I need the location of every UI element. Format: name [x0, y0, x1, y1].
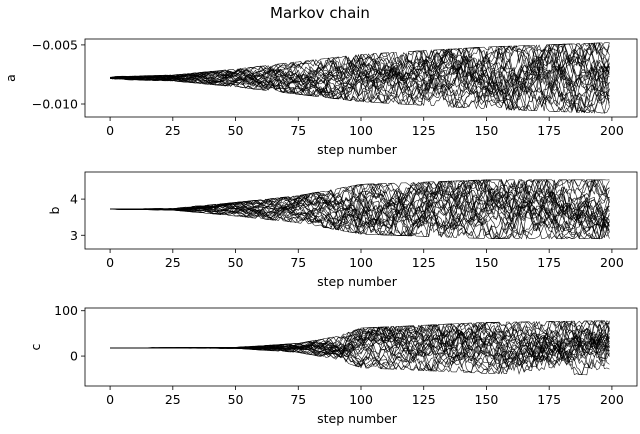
x-tick-label: 175 [537, 123, 561, 138]
walker-line [110, 179, 610, 232]
y-axis-label: a [3, 74, 18, 82]
walker-line [109, 70, 610, 108]
x-tick-label: 0 [106, 255, 114, 270]
y-tick-label: −0.010 [32, 97, 78, 112]
x-tick-label: 125 [412, 255, 436, 270]
x-axis-label: step number [317, 142, 398, 157]
walker-line [110, 50, 610, 98]
y-axis-label: c [28, 343, 43, 350]
x-tick-label: 200 [600, 123, 624, 138]
y-tick-label: −0.005 [32, 37, 78, 52]
walker-lines-b [110, 178, 610, 240]
x-axis-label: step number [317, 274, 398, 289]
x-axis-label: step number [317, 411, 398, 426]
x-tick-label: 100 [349, 392, 373, 407]
walker-line [110, 42, 610, 85]
x-tick-label: 75 [290, 123, 306, 138]
walker-line [110, 320, 610, 356]
walker-line [110, 55, 610, 109]
x-tick-label: 50 [228, 255, 244, 270]
x-tick-label: 175 [537, 392, 561, 407]
x-tick-label: 150 [475, 123, 499, 138]
walker-line [110, 42, 610, 96]
walker-line [110, 178, 610, 214]
walker-line [110, 179, 610, 229]
x-tick-label: 200 [600, 392, 624, 407]
panel-a: 0 25 50 75 100 125 150 175 200 −0.010 −0.005 step n… [3, 37, 638, 157]
walker-line [110, 49, 610, 114]
x-tick-label: 200 [600, 255, 624, 270]
walker-lines-a [109, 42, 610, 114]
y-axis-label: b [47, 206, 62, 214]
y-tick-label: 3 [70, 228, 78, 243]
x-tick-label: 100 [349, 255, 373, 270]
x-tick-label: 150 [475, 392, 499, 407]
x-tick-label: 125 [412, 123, 436, 138]
y-tick-label: 0 [70, 349, 78, 364]
y-tick-label: 100 [54, 303, 78, 318]
x-tick-label: 25 [165, 255, 181, 270]
walker-line [110, 68, 610, 114]
walker-line [110, 341, 610, 376]
walker-line [110, 179, 610, 229]
x-tick-label: 75 [290, 392, 306, 407]
x-tick-label: 50 [228, 123, 244, 138]
walker-line [110, 43, 610, 104]
figure-title: Markov chain [270, 4, 370, 22]
panel-c: 0 25 50 75 100 125 150 175 200 0 100 step number c [28, 303, 638, 426]
x-tick-label: 50 [228, 392, 244, 407]
x-tick-label: 25 [165, 392, 181, 407]
walker-line [110, 331, 610, 365]
x-tick-label: 175 [537, 255, 561, 270]
walker-lines-c [110, 319, 610, 376]
walker-line [110, 179, 610, 229]
x-tick-label: 25 [165, 123, 181, 138]
walker-line [110, 195, 610, 240]
walker-line [110, 180, 610, 238]
x-tick-label: 75 [290, 255, 306, 270]
x-tick-label: 0 [106, 392, 114, 407]
x-tick-label: 100 [349, 123, 373, 138]
x-tick-label: 125 [412, 392, 436, 407]
panel-b: 0 25 50 75 100 125 150 175 200 3 4 step number b [47, 171, 638, 289]
x-tick-label: 0 [106, 123, 114, 138]
x-tick-label: 150 [475, 255, 499, 270]
y-tick-label: 4 [70, 192, 78, 207]
